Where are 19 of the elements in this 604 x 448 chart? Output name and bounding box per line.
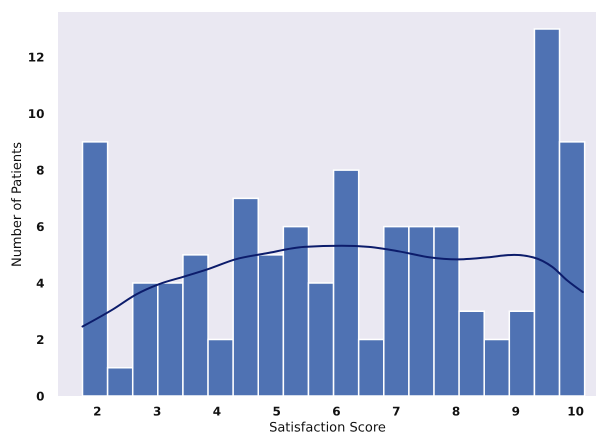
y-tick-label: 10 [28,107,44,122]
x-tick-label: 3 [152,404,162,418]
y-tick-label: 12 [28,50,44,65]
x-tick-label: 5 [272,404,281,418]
x-tick-label: 7 [392,404,400,418]
x-axis-title: Satisfaction Score [269,420,386,436]
line-series [82,244,584,328]
x-tick-label: 2 [93,404,102,418]
x-tick-label: 4 [212,404,222,418]
y-tick-label: 6 [36,220,44,234]
y-axis-title: Number of Patients [10,142,25,268]
x-tick-label: 8 [452,404,460,418]
x-tick-label: 6 [332,404,341,418]
y-tick-label: 2 [36,333,44,348]
y-tick-label: 8 [36,164,44,178]
y-tick-label: 0 [36,390,44,404]
y-tick-label: 4 [36,276,44,291]
x-tick-label: 9 [512,404,520,418]
x-tick-label: 10 [567,404,584,418]
